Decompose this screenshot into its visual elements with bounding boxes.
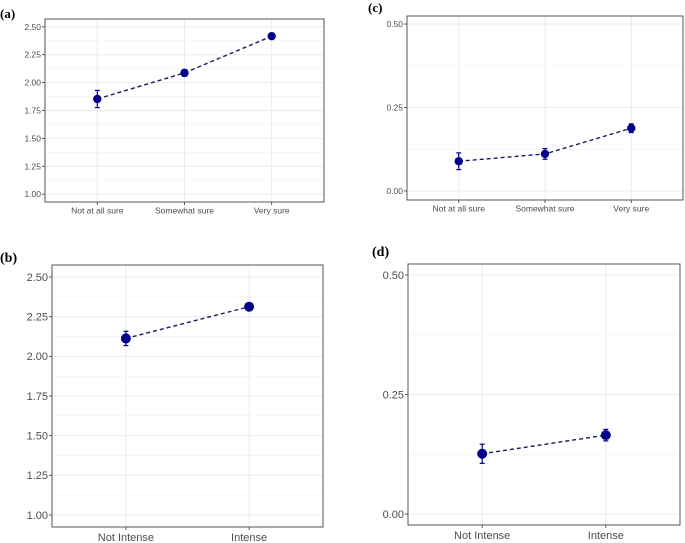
- y-tick-label: 2.00: [27, 351, 48, 363]
- plot-border: [406, 15, 684, 201]
- x-tick-label: Intense: [231, 532, 267, 543]
- data-point: [267, 31, 276, 41]
- plot-border: [407, 263, 681, 526]
- panel-b: 1.00 1.25 1.50 1.75 2.00 2.25 2.50 Not Intense I…: [0, 251, 324, 543]
- y-tick-label: 1.25: [27, 470, 48, 482]
- data-point: [540, 149, 550, 159]
- data-point: [477, 448, 488, 459]
- x-tick-label: Very sure: [613, 204, 649, 214]
- y-tick-label: 0.25: [386, 102, 403, 112]
- data-point: [180, 68, 189, 78]
- panel-c: 0.00 0.25 0.50 Not at all sure Somewhat sure…: [368, 0, 684, 214]
- panel-a: 1.00 1.25 1.50 1.75 2.00 2.25 2.50 Not at all s…: [0, 6, 325, 216]
- panel-label: (d): [372, 245, 389, 260]
- x-tick-label: Intense: [588, 530, 624, 542]
- x-tick-label: Not at all sure: [71, 206, 124, 216]
- panel-label: (b): [0, 251, 17, 266]
- y-tick-label: 0.00: [386, 186, 403, 196]
- y-tick-label: 2.50: [24, 22, 41, 32]
- x-tick-label: Not at all sure: [433, 204, 486, 214]
- panel-label: (c): [368, 0, 382, 15]
- series-line: [125, 306, 250, 340]
- plot-border: [51, 264, 324, 528]
- y-tick-label: 1.00: [27, 510, 48, 522]
- data-point: [120, 333, 131, 344]
- y-tick-label: 1.00: [24, 189, 41, 199]
- panel-label: (a): [0, 6, 15, 21]
- y-tick-label: 1.75: [27, 391, 48, 403]
- x-tick-label: Somewhat sure: [155, 206, 214, 216]
- y-tick-label: 2.25: [27, 312, 48, 324]
- data-point: [244, 301, 255, 312]
- x-tick-label: Not Intense: [98, 532, 154, 543]
- x-tick-label: Not Intense: [454, 530, 510, 542]
- y-tick-label: 2.00: [24, 78, 41, 88]
- y-tick-label: 0.25: [383, 389, 404, 401]
- y-tick-label: 0.00: [383, 509, 404, 521]
- data-point: [627, 124, 636, 133]
- x-tick-label: Very sure: [254, 206, 290, 216]
- y-tick-label: 0.50: [383, 270, 404, 282]
- plot-border: [44, 18, 325, 203]
- y-tick-label: 1.50: [27, 430, 48, 442]
- y-tick-label: 0.50: [386, 19, 403, 29]
- y-tick-label: 2.50: [27, 272, 48, 284]
- y-tick-label: 2.25: [24, 50, 41, 60]
- data-point: [454, 157, 463, 166]
- y-tick-label: 1.25: [24, 161, 41, 171]
- y-tick-label: 1.75: [24, 105, 41, 115]
- data-point: [600, 430, 611, 441]
- y-tick-label: 1.50: [24, 133, 41, 143]
- x-tick-label: Somewhat sure: [515, 204, 574, 214]
- panel-d: 0.00 0.25 0.50 Not Intense Intense (d): [372, 245, 681, 542]
- data-point: [93, 94, 102, 104]
